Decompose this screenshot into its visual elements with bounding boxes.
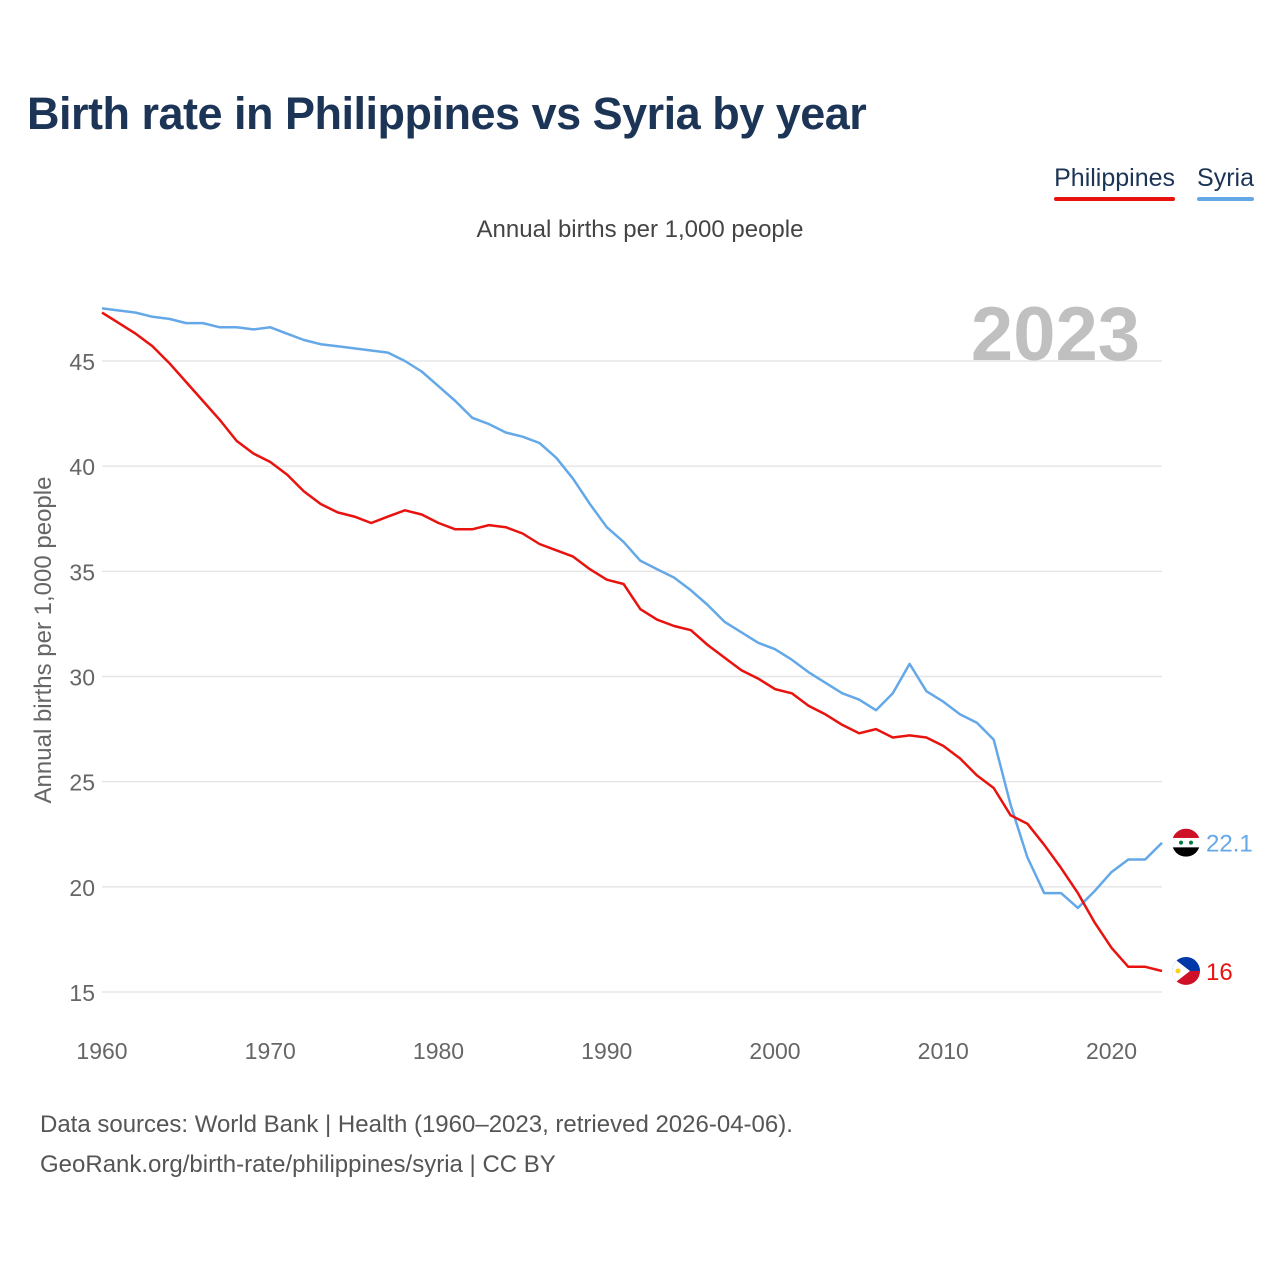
- legend: Philippines Syria: [1054, 164, 1254, 201]
- x-tick-label: 1960: [76, 1038, 127, 1064]
- flag-marker-philippines: [1172, 956, 1200, 985]
- y-tick-label: 45: [69, 349, 95, 375]
- series-end-markers: 16 22.1: [1172, 828, 1253, 986]
- philippines-flag-icon: [1172, 956, 1200, 985]
- x-tick-label: 2010: [918, 1038, 969, 1064]
- line-chart: 15 20 25 30 35 40 45 1960 1970 1980 1990 2000 2010 2…: [30, 292, 1253, 1064]
- y-tick-label: 30: [69, 665, 95, 691]
- footer-sources: Data sources: World Bank | Health (1960–…: [40, 1111, 793, 1138]
- y-axis-ticks: 15 20 25 30 35 40 45: [69, 349, 95, 1006]
- y-tick-label: 20: [69, 875, 95, 901]
- legend-item-philippines[interactable]: Philippines: [1054, 164, 1176, 201]
- end-value-label-philippines: 16: [1206, 959, 1233, 986]
- legend-swatch-syria: [1197, 197, 1254, 201]
- x-tick-label: 1970: [245, 1038, 296, 1064]
- y-axis-label: Annual births per 1,000 people: [30, 477, 57, 804]
- grid-lines: [102, 360, 1162, 993]
- y-tick-label: 25: [69, 770, 95, 796]
- chart-subtitle: Annual births per 1,000 people: [476, 216, 804, 243]
- y-tick-label: 35: [69, 559, 95, 585]
- end-value-label-syria: 22.1: [1206, 831, 1253, 858]
- y-tick-label: 40: [69, 454, 95, 480]
- x-tick-label: 1990: [581, 1038, 632, 1064]
- x-tick-label: 2020: [1086, 1038, 1137, 1064]
- footer: Data sources: World Bank | Health (1960–…: [40, 1105, 793, 1185]
- syria-flag-icon: [1172, 828, 1200, 857]
- legend-swatch-philippines: [1054, 197, 1176, 201]
- footer-link[interactable]: GeoRank.org/birth-rate/philippines/syria…: [40, 1151, 556, 1178]
- x-axis-ticks: 1960 1970 1980 1990 2000 2010 2020: [76, 1038, 1137, 1064]
- flag-marker-syria: [1172, 828, 1200, 857]
- legend-item-syria[interactable]: Syria: [1197, 164, 1254, 201]
- year-watermark: 2023: [971, 292, 1140, 377]
- legend-label-philippines: Philippines: [1054, 164, 1176, 192]
- legend-label-syria: Syria: [1197, 164, 1254, 192]
- x-tick-label: 2000: [749, 1038, 800, 1064]
- series-line-philippines[interactable]: [101, 311, 1163, 973]
- chart-title: Birth rate in Philippines vs Syria by ye…: [27, 88, 867, 139]
- y-tick-label: 15: [69, 980, 95, 1006]
- series-lines: [101, 307, 1163, 973]
- x-tick-label: 1980: [413, 1038, 464, 1064]
- series-line-syria[interactable]: [101, 307, 1163, 910]
